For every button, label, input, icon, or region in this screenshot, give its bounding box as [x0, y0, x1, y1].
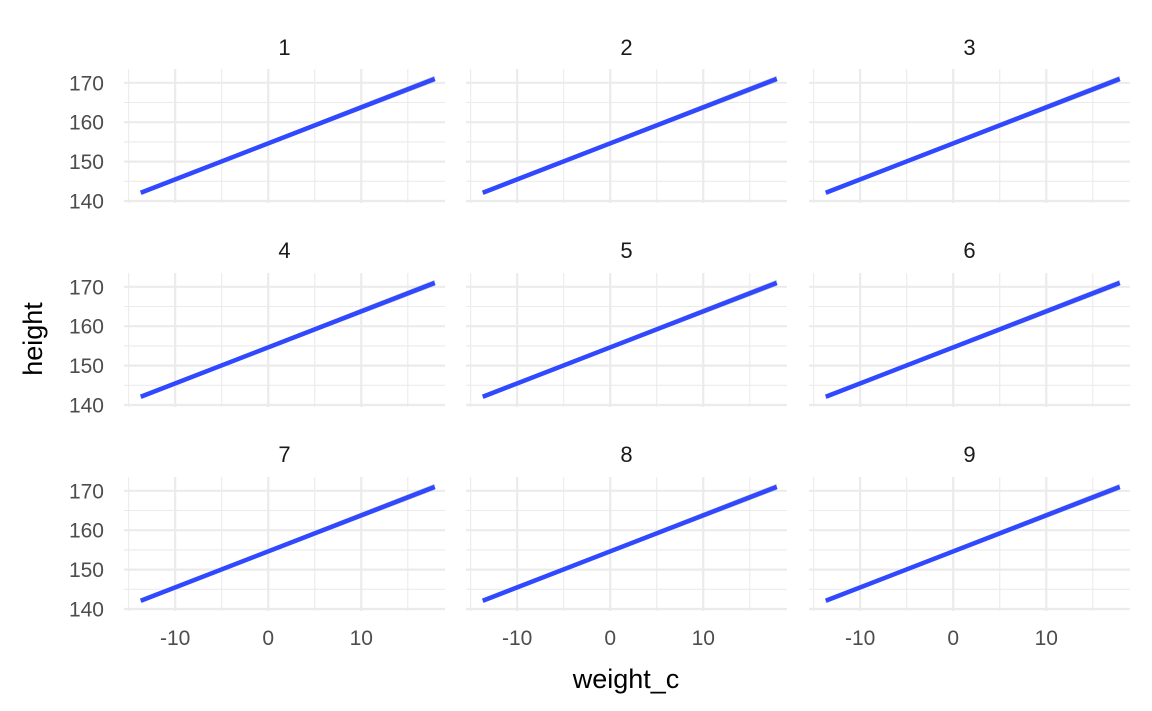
y-axis-title: height — [18, 302, 48, 376]
y-tick-label: 160 — [69, 112, 104, 135]
x-tick-label: 10 — [350, 627, 373, 650]
regression-line — [139, 280, 436, 399]
facet-strip-label: 2 — [620, 35, 632, 60]
y-tick-label: 150 — [69, 355, 104, 378]
x-tick-label: -10 — [502, 627, 532, 650]
regression-line — [824, 484, 1121, 603]
y-tick-label: 170 — [69, 72, 104, 95]
regression-line — [139, 484, 436, 603]
facet-strip-label: 9 — [963, 442, 975, 467]
x-tick-label: -10 — [845, 627, 875, 650]
x-tick-label: 10 — [1035, 627, 1058, 650]
y-tick-label: 150 — [69, 151, 104, 174]
facet-panel-7: 7 — [124, 442, 445, 611]
facet-panel-4: 4 — [124, 238, 445, 407]
x-tick-label: 0 — [604, 627, 616, 650]
facet-strip-label: 3 — [963, 35, 975, 60]
facet-strip-label: 6 — [963, 238, 975, 263]
facet-panel-9: 9 — [809, 442, 1130, 611]
y-tick-label: 170 — [69, 276, 104, 299]
y-tick-label: 140 — [69, 191, 104, 214]
facet-strip-label: 7 — [278, 442, 290, 467]
facet-panel-6: 6 — [809, 238, 1130, 407]
y-tick-label: 140 — [69, 599, 104, 622]
y-tick-label: 160 — [69, 316, 104, 339]
regression-line — [481, 76, 778, 195]
y-tick-label: 150 — [69, 559, 104, 582]
regression-line — [824, 280, 1121, 399]
facet-strip-label: 5 — [620, 238, 632, 263]
regression-line — [481, 280, 778, 399]
regression-line — [824, 76, 1121, 195]
facet-panel-5: 5 — [466, 238, 787, 407]
facet-panel-8: 8 — [466, 442, 787, 611]
x-tick-labels: -10 0 10 -10 0 10 -10 0 10 — [160, 627, 1058, 650]
facet-strip-label: 1 — [278, 35, 290, 60]
y-tick-label: 160 — [69, 520, 104, 543]
x-tick-label: 10 — [692, 627, 715, 650]
x-axis-title: weight_c — [572, 664, 680, 694]
x-tick-label: 0 — [947, 627, 959, 650]
y-tick-label: 170 — [69, 480, 104, 503]
x-tick-label: -10 — [160, 627, 190, 650]
panels-layer: 1 2 3 4 5 6 7 8 9 — [124, 35, 1130, 611]
y-tick-labels: 140 150 160 170 140 150 160 170 140 150 160 170 — [69, 72, 104, 621]
facet-panel-3: 3 — [809, 35, 1130, 203]
facet-strip-label: 4 — [278, 238, 290, 263]
facet-panel-1: 1 — [124, 35, 445, 203]
facet-panel-2: 2 — [466, 35, 787, 203]
facet-strip-label: 8 — [620, 442, 632, 467]
regression-line — [139, 76, 436, 195]
regression-line — [481, 484, 778, 603]
y-tick-label: 140 — [69, 395, 104, 418]
x-tick-label: 0 — [262, 627, 274, 650]
